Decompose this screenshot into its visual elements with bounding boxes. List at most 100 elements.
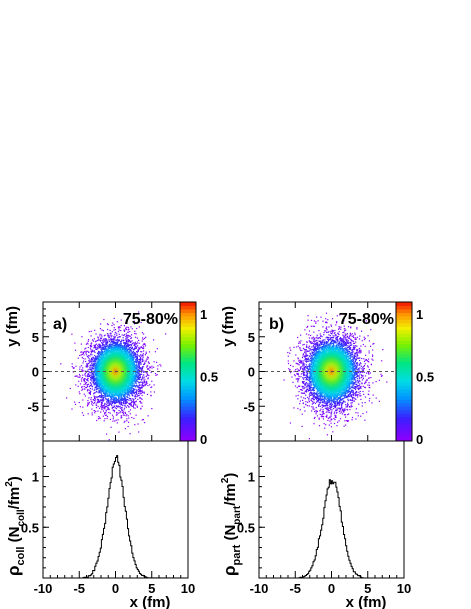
density-point [141, 384, 143, 386]
density-point [108, 340, 110, 342]
density-point [137, 350, 139, 352]
density-point [113, 411, 115, 413]
density-point [123, 402, 125, 404]
density-point [99, 335, 101, 337]
density-point [90, 351, 92, 353]
density-point [147, 384, 149, 387]
density-point [97, 396, 100, 398]
density-point [97, 348, 99, 350]
density-point [120, 343, 122, 345]
density-point [107, 404, 109, 406]
density-point [95, 347, 97, 349]
density-point [99, 384, 101, 387]
density-point [94, 346, 96, 348]
density-point [87, 356, 89, 358]
density-point [87, 339, 90, 341]
density-point [124, 405, 126, 407]
density-point [99, 333, 101, 335]
density-point [99, 339, 102, 341]
density-point [113, 329, 115, 331]
density-point [80, 365, 83, 367]
density-point [133, 404, 135, 406]
density-point [91, 401, 93, 403]
density-point [95, 403, 97, 405]
density-point [79, 368, 81, 370]
density-point [140, 351, 142, 353]
density-point [107, 324, 109, 326]
density-point [135, 404, 137, 406]
density-point [94, 398, 96, 400]
density-point [112, 382, 114, 384]
density-point [88, 397, 90, 399]
density-point [96, 352, 99, 355]
density-point [114, 400, 116, 403]
density-point [110, 426, 112, 428]
density-point [110, 399, 112, 401]
density-point [102, 330, 104, 332]
density-point [106, 339, 108, 341]
density-point [103, 377, 105, 379]
density-point [130, 399, 132, 401]
density-point [86, 390, 89, 392]
density-point [109, 347, 111, 349]
density-point [107, 400, 109, 402]
density-point [146, 358, 148, 360]
density-point [123, 330, 126, 332]
density-point [91, 360, 93, 362]
density-point [139, 400, 141, 403]
density-point [119, 348, 121, 350]
density-point [128, 386, 130, 388]
density-point [135, 363, 137, 365]
density-point [104, 413, 106, 415]
density-point [103, 407, 105, 409]
density-point [88, 368, 90, 370]
density-point [81, 353, 83, 355]
density-point [108, 411, 110, 414]
density-point [97, 340, 99, 342]
density-point [143, 380, 145, 382]
density-point [81, 351, 83, 353]
density-point [95, 356, 97, 358]
density-point [66, 397, 68, 399]
density-point [78, 401, 80, 404]
density-point [155, 374, 157, 376]
density-point [109, 332, 111, 334]
density-point [125, 339, 127, 341]
density-point [132, 354, 134, 357]
density-point [134, 368, 136, 370]
density-point [97, 418, 100, 420]
density-point [144, 384, 146, 387]
density-point [116, 398, 119, 400]
density-point [83, 351, 85, 353]
density-point [125, 400, 127, 402]
density-point [89, 389, 91, 391]
density-point [87, 383, 90, 385]
density-point [107, 355, 109, 357]
density-point [137, 373, 139, 375]
density-point [105, 390, 107, 392]
density-point [90, 330, 92, 332]
density-point [95, 383, 97, 385]
density-point [141, 387, 143, 389]
density-point [133, 380, 135, 382]
density-point [83, 384, 85, 386]
density-point [131, 400, 133, 402]
density-point [90, 352, 93, 354]
density-point [129, 386, 131, 388]
density-point [85, 343, 87, 345]
density-point [134, 397, 136, 400]
density-point [96, 389, 98, 391]
density-point [112, 383, 114, 385]
density-point [136, 351, 138, 353]
density-point [106, 400, 108, 402]
density-point [141, 390, 143, 392]
density-point [95, 374, 97, 376]
density-point [103, 420, 105, 422]
density-point [131, 378, 133, 380]
density-point [94, 344, 96, 347]
density-point [106, 414, 108, 416]
density-point [115, 344, 117, 346]
density-point [160, 365, 162, 367]
density-point [137, 398, 139, 400]
density-point [124, 420, 126, 422]
